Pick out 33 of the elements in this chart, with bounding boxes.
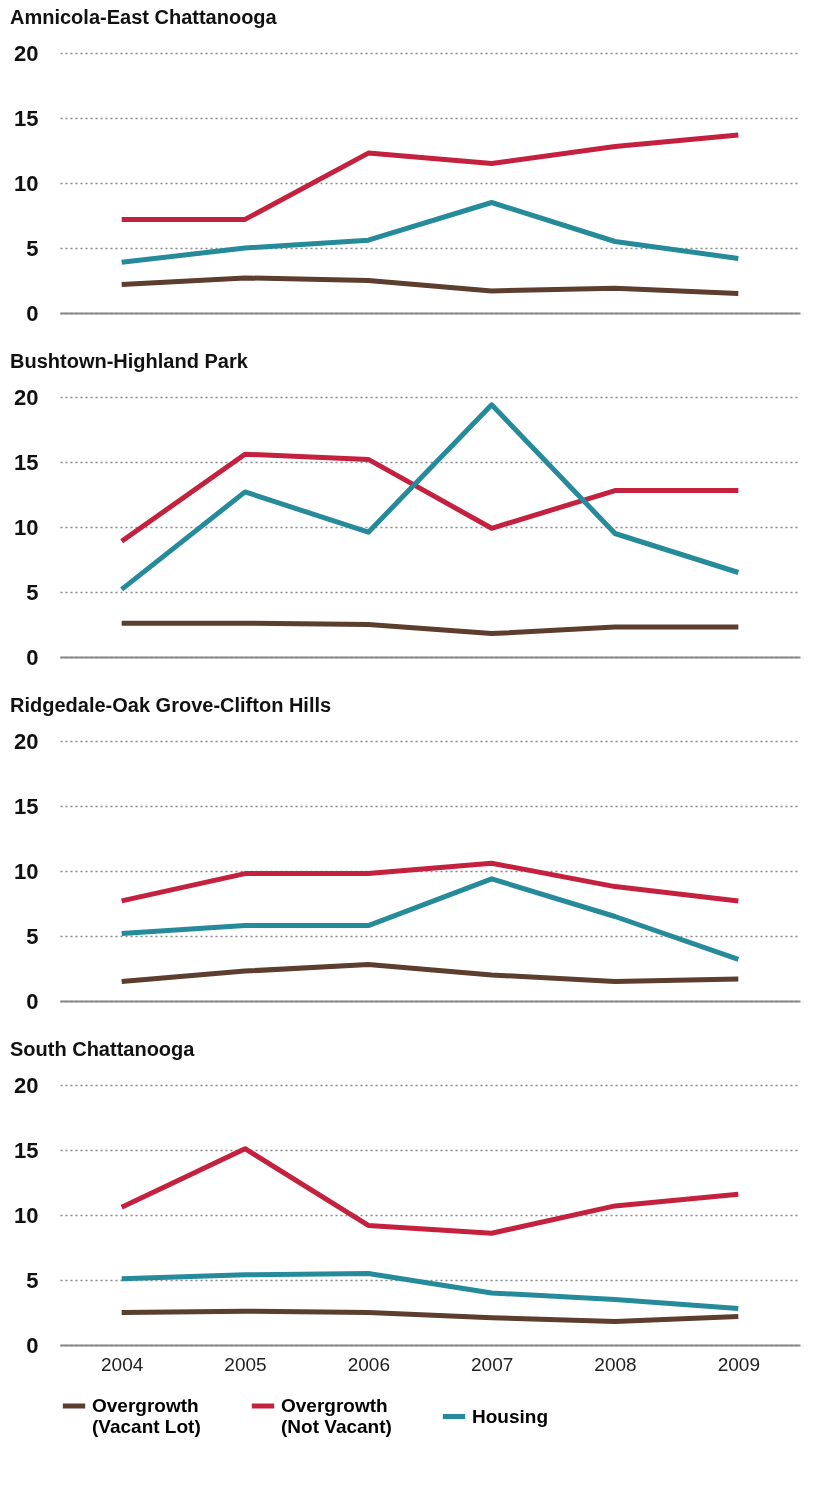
y-tick-label: 20	[14, 1072, 39, 1098]
y-tick-label: 0	[26, 300, 39, 326]
y-tick-label: 10	[14, 1202, 39, 1228]
y-tick-label: 20	[14, 40, 39, 66]
y-tick-label: 15	[14, 1137, 39, 1163]
y-tick-label: 5	[26, 923, 39, 949]
legend-label: Overgrowth (Vacant Lot)	[92, 1395, 201, 1437]
x-tick-label: 2005	[224, 1353, 267, 1375]
legend-label: Housing	[472, 1405, 548, 1427]
x-tick-label: 2004	[101, 1353, 144, 1375]
y-tick-label: 5	[26, 235, 39, 261]
y-tick-label: 10	[14, 858, 39, 884]
chart-title: Ridgedale-Oak Grove-Clifton Hills	[10, 694, 332, 716]
x-tick-label: 2006	[347, 1353, 390, 1375]
y-tick-label: 0	[26, 988, 39, 1014]
y-tick-label: 5	[26, 1267, 39, 1293]
x-tick-label: 2007	[471, 1353, 514, 1375]
y-tick-label: 5	[26, 579, 39, 605]
x-tick-label: 2008	[594, 1353, 637, 1375]
legend-label: Overgrowth (Not Vacant)	[281, 1395, 392, 1437]
y-tick-label: 15	[14, 105, 39, 131]
chart-title: Bushtown-Highland Park	[10, 350, 249, 372]
y-tick-label: 10	[14, 170, 39, 196]
y-tick-label: 15	[14, 793, 39, 819]
y-tick-label: 0	[26, 1332, 39, 1358]
y-tick-label: 20	[14, 384, 39, 410]
y-tick-label: 0	[26, 644, 39, 670]
y-tick-label: 20	[14, 728, 39, 754]
x-tick-label: 2009	[717, 1353, 760, 1375]
chart-title: Amnicola-East Chattanooga	[10, 6, 278, 28]
y-tick-label: 15	[14, 449, 39, 475]
chart-title: South Chattanooga	[10, 1038, 196, 1060]
y-tick-label: 10	[14, 514, 39, 540]
